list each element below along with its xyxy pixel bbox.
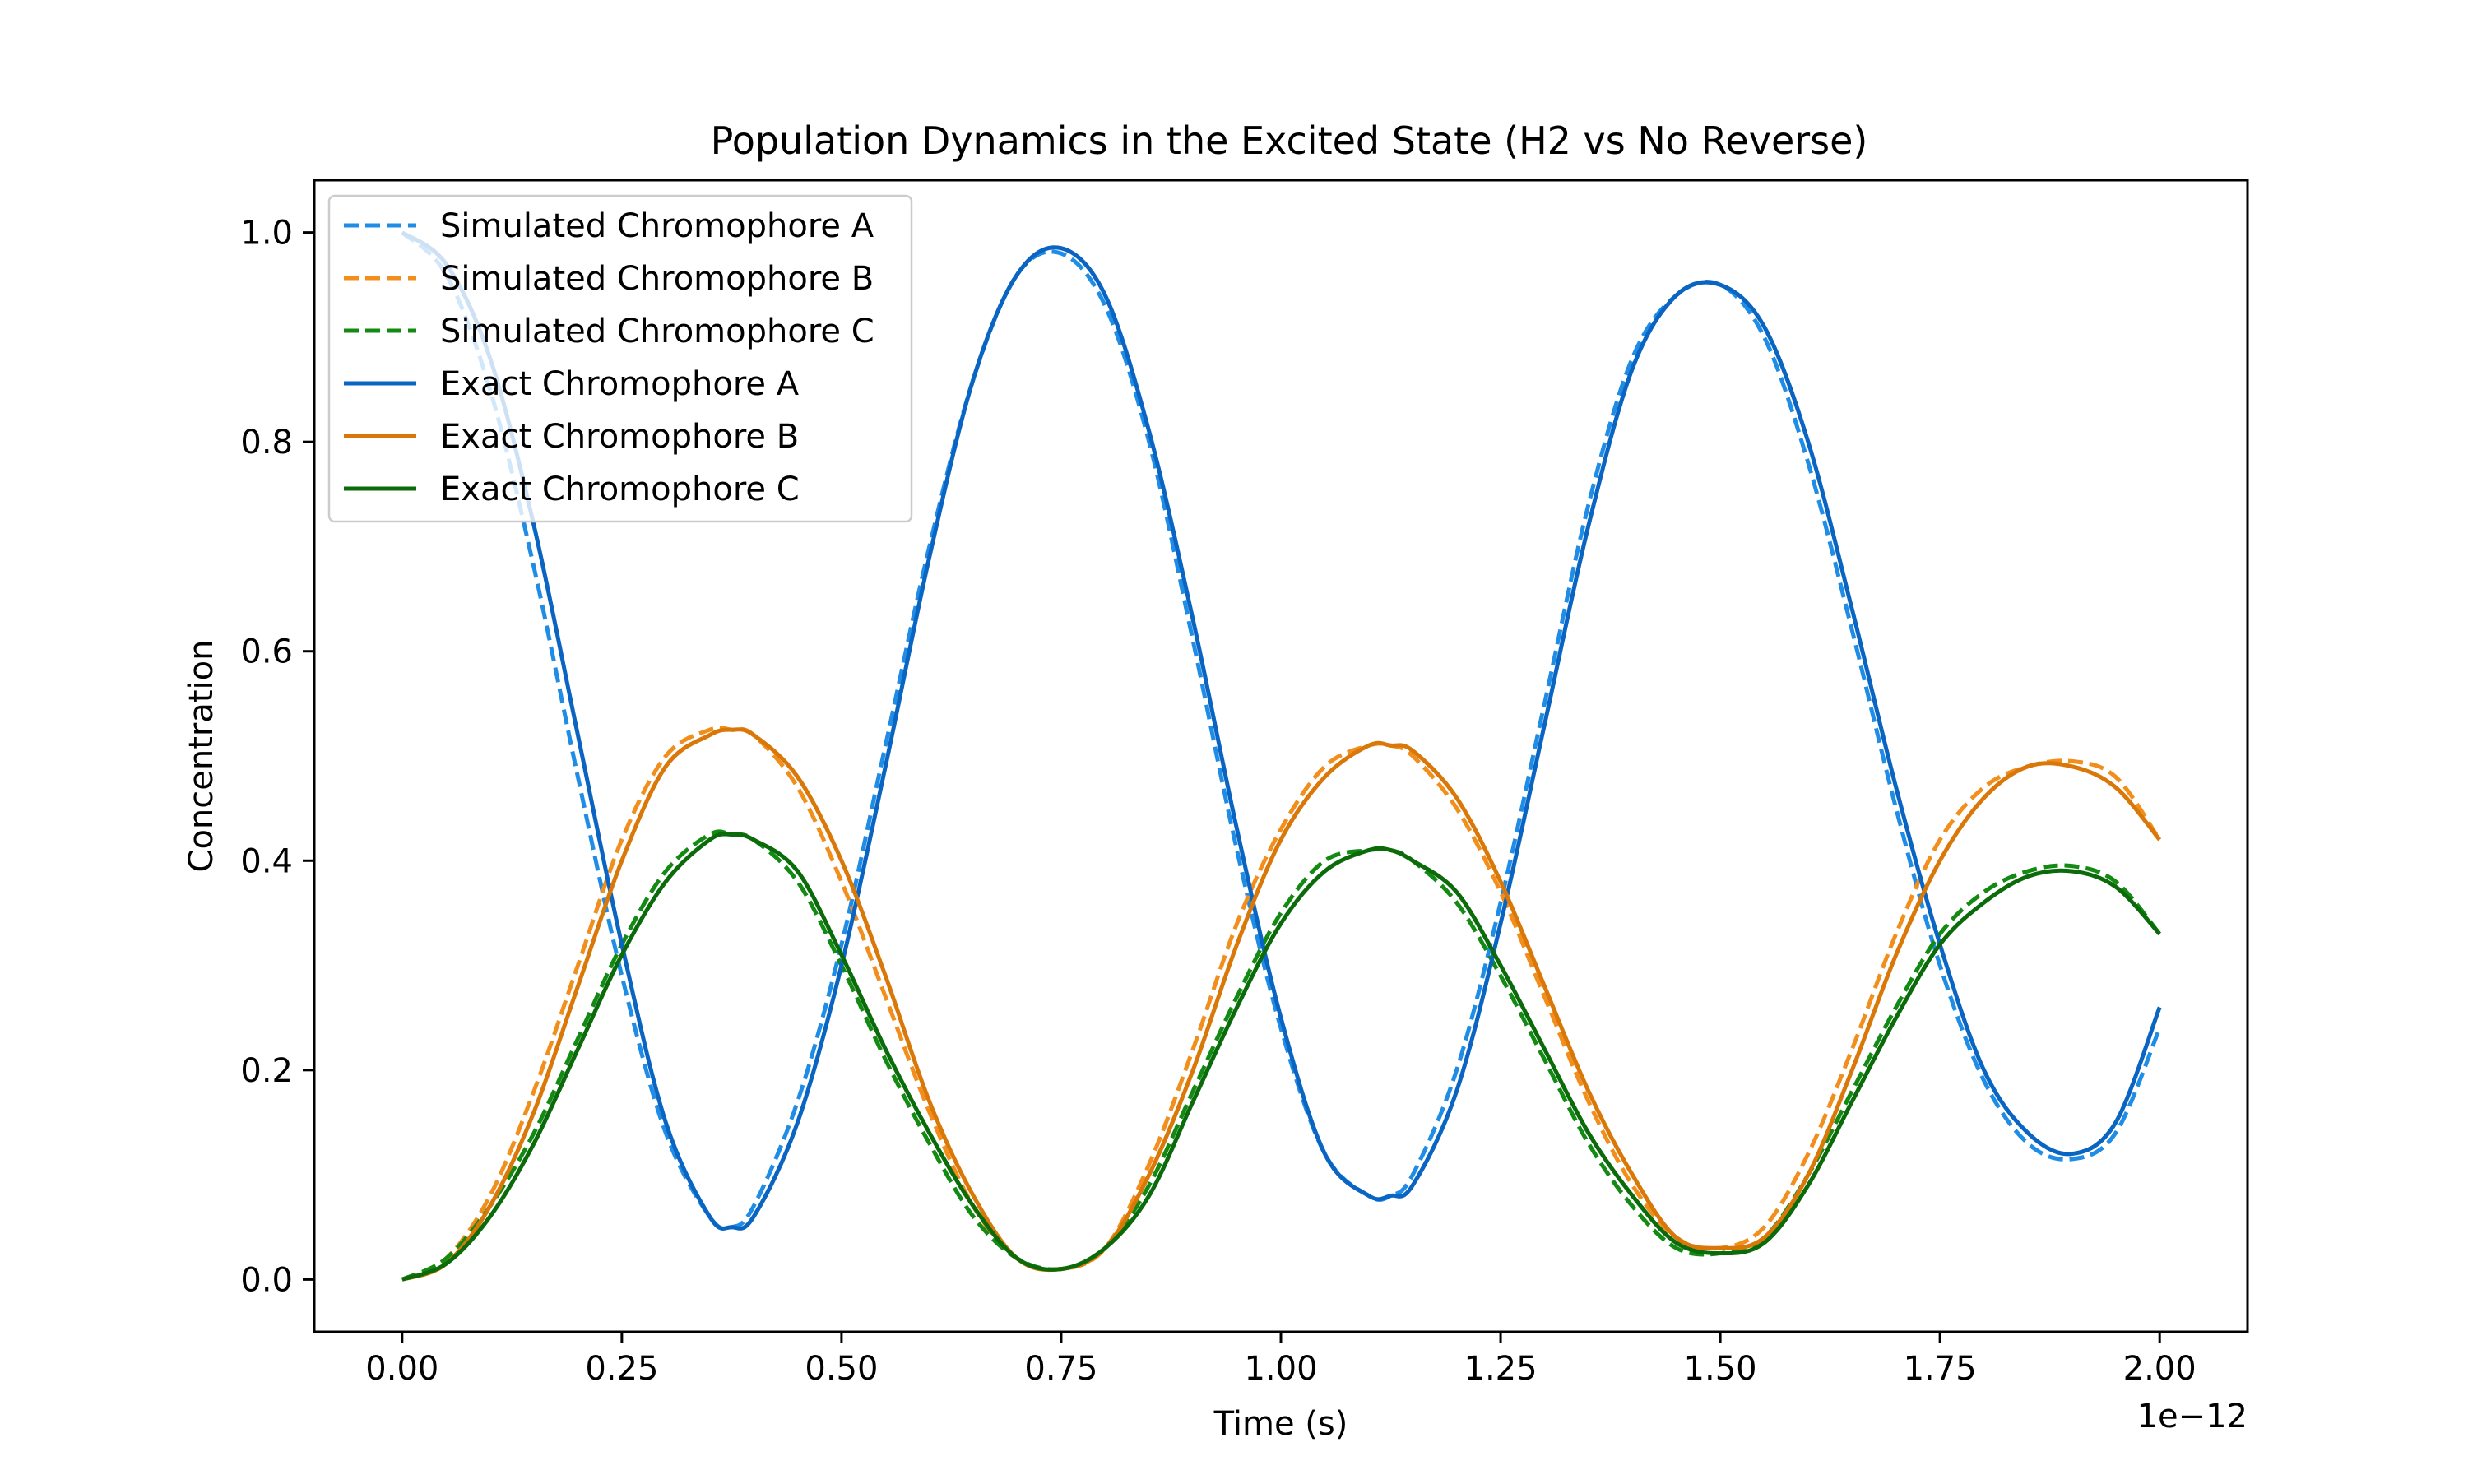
x-tick-label: 0.00: [365, 1350, 438, 1388]
y-tick-label: 0.2: [240, 1052, 293, 1090]
legend-label: Exact Chromophore A: [440, 365, 800, 403]
y-tick-label: 0.6: [240, 633, 293, 671]
x-tick-label: 1.25: [1464, 1350, 1538, 1388]
y-tick-label: 0.4: [240, 842, 293, 880]
series-line-simulated-chromophore-a: [401, 230, 2162, 1231]
legend-label: Simulated Chromophore B: [440, 260, 874, 298]
x-tick-label: 0.50: [805, 1350, 878, 1388]
series-line-exact-chromophore-a: [401, 230, 2162, 1231]
plot-frame: [313, 179, 2249, 1333]
y-tick-label: 0.0: [240, 1261, 293, 1299]
x-tick-label: 2.00: [2123, 1350, 2197, 1388]
x-axis-label: Time (s): [1213, 1405, 1348, 1443]
x-tick-label: 0.25: [585, 1350, 658, 1388]
y-tick-label: 0.8: [240, 424, 293, 461]
legend: Simulated Chromophore A Simulated Chromop…: [327, 194, 913, 523]
axes-layer: 0.00 0.25 0.50 0.75 1.00 1.25 1.50 1.75 2.00 0.0 0…: [240, 215, 2196, 1388]
legend-label: Simulated Chromophore C: [440, 313, 874, 350]
y-axis-label: Concentration: [183, 640, 220, 873]
series-line-exact-chromophore-b: [401, 727, 2162, 1282]
series-line-exact-chromophore-c: [401, 832, 2162, 1282]
x-tick-label: 1.75: [1904, 1350, 1977, 1388]
x-axis-offset-label: 1e−12: [2137, 1398, 2248, 1435]
legend-label: Exact Chromophore B: [440, 418, 799, 456]
chart-title: Population Dynamics in the Excited State…: [711, 118, 1868, 163]
legend-label: Exact Chromophore C: [440, 471, 800, 508]
x-tick-label: 1.00: [1244, 1350, 1317, 1388]
y-tick-label: 1.0: [240, 215, 293, 253]
series-layer: [401, 230, 2162, 1282]
legend-entries: Simulated Chromophore A Simulated Chromop…: [344, 207, 874, 508]
x-tick-label: 1.50: [1684, 1350, 1757, 1388]
legend-label: Simulated Chromophore A: [440, 207, 874, 245]
legend-frame: [327, 194, 913, 523]
x-tick-label: 0.75: [1024, 1350, 1097, 1388]
